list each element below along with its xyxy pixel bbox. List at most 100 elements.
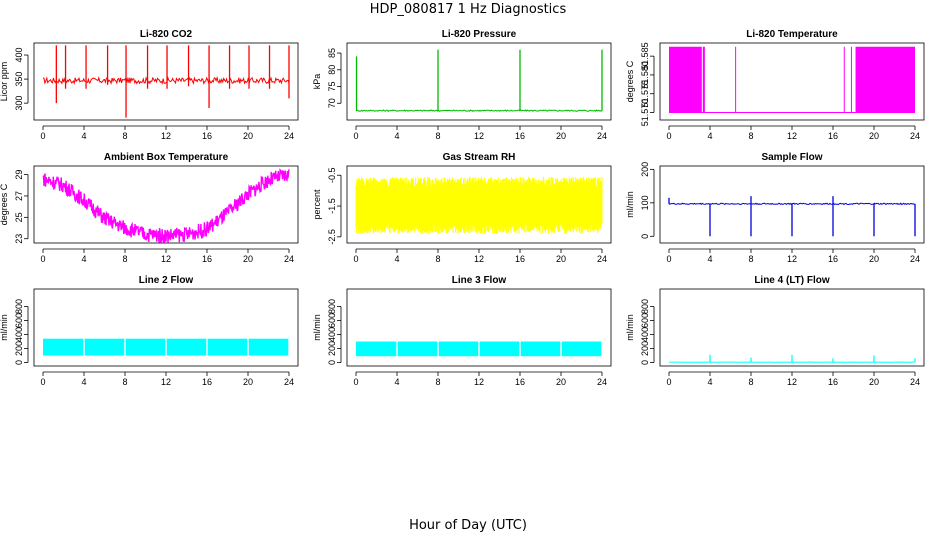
x-tick-label: 24 [597,377,607,387]
data-layer [355,49,603,112]
data-series-line [42,168,290,243]
y-tick-label: 29 [14,170,24,180]
x-tick-label: 4 [707,377,712,387]
x-tick-label: 20 [243,377,253,387]
plot-frame [346,165,612,244]
plot-frame [659,42,925,121]
y-axis-label: percent [312,189,322,220]
y-tick-label: 23 [14,234,24,244]
x-tick-label: 16 [202,254,212,264]
x-tick-label: 4 [707,254,712,264]
x-tick-label: 4 [81,131,86,141]
figure-title: HDP_080817 1 Hz Diagnostics [369,2,567,17]
chart-title: Line 2 Flow [139,275,194,286]
x-tick-label: 16 [202,131,212,141]
x-tick-label: 4 [81,254,86,264]
x-tick-label: 0 [353,131,358,141]
x-tick-label: 0 [40,377,45,387]
y-axis-label: ml/min [312,314,322,341]
x-tick-label: 20 [556,254,566,264]
chart-title: Ambient Box Temperature [104,152,229,163]
chart-title: Li-820 CO2 [140,29,193,40]
x-tick-label: 0 [666,254,671,264]
y-tick-label: -1.5 [327,198,337,214]
x-tick-label: 12 [161,254,171,264]
chart-title: Line 4 (LT) Flow [754,275,830,286]
x-tick-label: 12 [161,377,171,387]
data-series-line [42,75,290,85]
data-layer [355,176,603,234]
y-tick-label: 600 [640,313,650,328]
y-tick-label: 75 [327,82,337,92]
plot-frame [33,42,299,121]
x-tick-label: 16 [202,377,212,387]
x-tick-label: 12 [161,131,171,141]
chart-title: Gas Stream RH [443,152,516,163]
plot-frame [346,288,612,367]
y-tick-label: 200 [327,341,337,356]
data-layer [42,45,290,118]
x-tick-label: 20 [556,131,566,141]
plot-frame [659,288,925,367]
x-tick-label: 20 [869,131,879,141]
x-tick-label: 8 [748,254,753,264]
x-tick-label: 8 [435,377,440,387]
y-tick-label: 27 [14,191,24,201]
y-axis-label: kPa [312,74,322,90]
x-tick-label: 24 [910,131,920,141]
x-axis-title: Hour of Day (UTC) [409,518,527,533]
x-tick-label: 16 [515,131,525,141]
y-axis-label: ml/min [625,191,635,218]
data-fill-block [855,46,915,113]
x-tick-label: 24 [284,377,294,387]
data-fill-block [702,46,705,113]
chart-panel-4: Ambient Box Temperature 0 4 8 12 16 20 24 23 25 27… [0,152,299,264]
x-tick-label: 4 [394,131,399,141]
x-tick-label: 8 [435,131,440,141]
y-tick-label: 0 [640,360,650,365]
chart-title: Line 3 Flow [452,275,507,286]
x-tick-label: 4 [394,377,399,387]
y-tick-label: 0 [640,234,650,239]
y-axis-label: ml/min [625,314,635,341]
plot-frame [659,165,925,244]
chart-panel-2: Li-820 Pressure 0 4 8 12 16 20 24 70 75 80 85 kPa [312,29,612,141]
y-tick-label: 51.585 [640,42,650,70]
y-tick-label: 51.570 [640,99,650,127]
x-tick-label: 4 [81,377,86,387]
x-tick-label: 8 [748,131,753,141]
y-tick-label: 80 [327,65,337,75]
x-tick-label: 0 [353,254,358,264]
y-tick-label: 200 [640,341,650,356]
x-tick-label: 0 [353,377,358,387]
data-layer [356,341,603,357]
y-tick-label: 400 [14,48,24,63]
y-axis-label: degrees C [625,60,635,102]
data-fill-block [669,46,702,113]
x-tick-label: 24 [284,254,294,264]
x-tick-label: 24 [597,131,607,141]
x-tick-label: 12 [474,377,484,387]
x-tick-label: 16 [828,254,838,264]
x-tick-label: 12 [787,377,797,387]
y-tick-label: 600 [14,313,24,328]
data-layer [669,46,915,113]
y-tick-label: 85 [327,48,337,58]
y-tick-label: 51.580 [640,61,650,89]
y-tick-label: 300 [14,96,24,111]
chart-title: Li-820 Pressure [442,29,517,40]
y-tick-label: 800 [14,299,24,314]
chart-panel-1: Li-820 CO2 0 4 8 12 16 20 24 300 350 400 Licor ppm [0,29,299,141]
chart-panel-6: Sample Flow 0 4 8 12 16 20 24 0 100 200 ml/min [625,152,925,264]
chart-panel-5: Gas Stream RH 0 4 8 12 16 20 24 -2.5 -1.5 -0.5 perc… [312,152,612,264]
x-tick-label: 16 [515,254,525,264]
x-tick-label: 8 [435,254,440,264]
y-tick-label: 600 [327,313,337,328]
y-tick-label: 400 [640,327,650,342]
x-tick-label: 24 [910,377,920,387]
y-tick-label: 800 [327,299,337,314]
y-tick-label: -2.5 [327,229,337,245]
x-tick-label: 12 [787,131,797,141]
x-tick-label: 0 [40,131,45,141]
